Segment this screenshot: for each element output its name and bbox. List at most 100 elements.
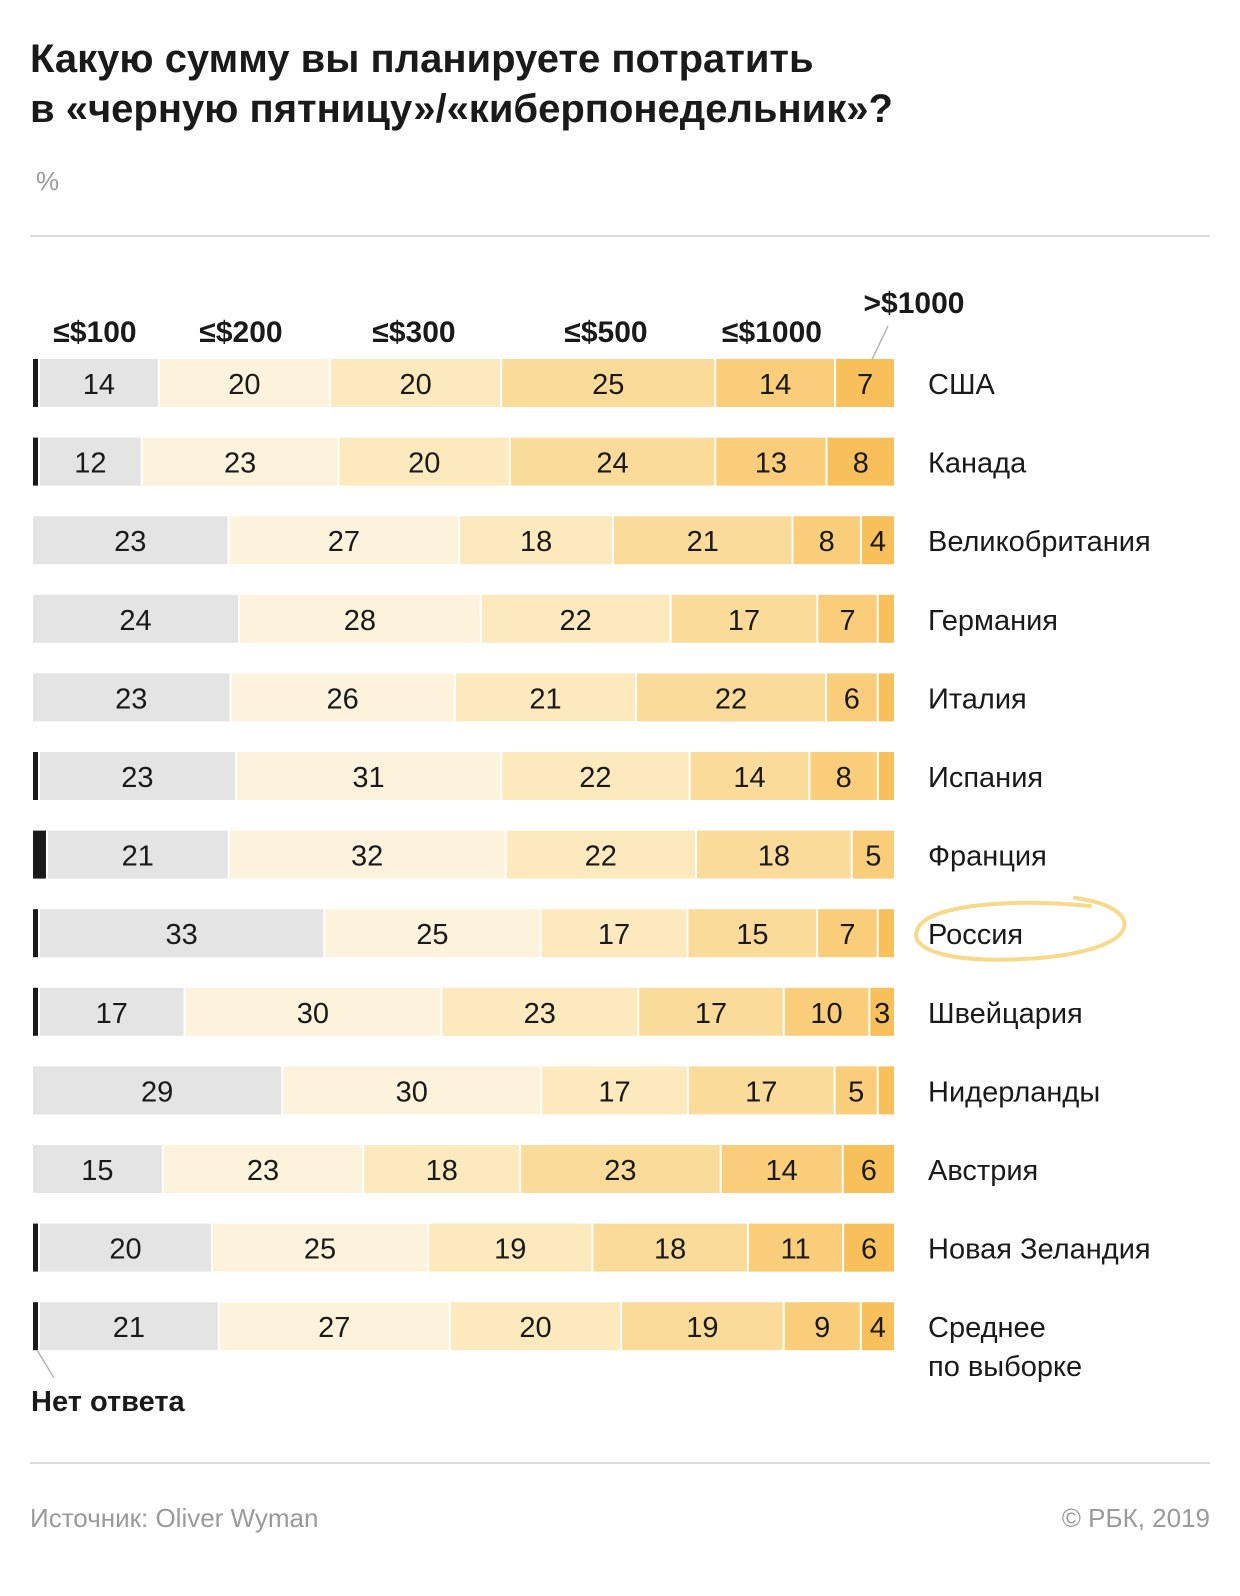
bar-segment bbox=[861, 516, 894, 565]
bar-segment bbox=[835, 1066, 877, 1115]
bar-segment bbox=[878, 594, 894, 643]
data-label: 6 bbox=[844, 683, 860, 715]
category-label-6: >$1000 bbox=[864, 287, 965, 320]
data-label: 8 bbox=[836, 762, 852, 794]
bar-segment bbox=[844, 1223, 894, 1272]
title-line-2: в «черную пятницу»/«киберпонедельник»? bbox=[30, 87, 893, 131]
bar-segment bbox=[229, 830, 505, 879]
data-label: 30 bbox=[297, 998, 329, 1030]
bar-segment bbox=[502, 359, 715, 407]
bar-no-answer bbox=[33, 1302, 38, 1351]
data-label: 6 bbox=[861, 1234, 877, 1266]
data-label: 7 bbox=[839, 919, 855, 951]
data-label: 13 bbox=[755, 448, 787, 480]
data-label: 32 bbox=[351, 841, 383, 873]
data-label: 23 bbox=[247, 1155, 279, 1187]
bar-segment bbox=[542, 1066, 687, 1115]
row-label: Испания bbox=[928, 762, 1043, 794]
category-label-5: ≤$1000 bbox=[722, 316, 822, 349]
bar-segment bbox=[878, 752, 894, 800]
bar-segment bbox=[843, 1145, 894, 1193]
data-label: 23 bbox=[114, 526, 146, 558]
data-label: 24 bbox=[596, 448, 628, 480]
bar-segment bbox=[852, 830, 894, 879]
data-label: 22 bbox=[715, 683, 747, 715]
row-label: Россия bbox=[928, 919, 1023, 951]
row-label: США bbox=[928, 369, 996, 401]
bar-segment bbox=[163, 1145, 363, 1193]
data-label: 4 bbox=[870, 1312, 886, 1344]
category-label-1: ≤$100 bbox=[53, 316, 136, 349]
data-label: 21 bbox=[113, 1312, 145, 1344]
data-label: 19 bbox=[494, 1234, 526, 1266]
bar-no-answer bbox=[33, 909, 38, 958]
bar-segment bbox=[506, 830, 695, 879]
unit-label: % bbox=[36, 166, 60, 196]
data-label: 17 bbox=[598, 919, 630, 951]
data-label: 17 bbox=[598, 1076, 630, 1108]
data-label: 29 bbox=[141, 1076, 173, 1108]
leader-line-no-answer bbox=[36, 1349, 55, 1379]
data-label: 21 bbox=[529, 683, 561, 715]
data-label: 18 bbox=[426, 1155, 458, 1187]
data-label: 21 bbox=[122, 841, 154, 873]
bar-no-answer bbox=[33, 437, 38, 486]
data-label: 30 bbox=[396, 1076, 428, 1108]
bar-segment bbox=[33, 594, 239, 643]
data-label: 21 bbox=[687, 526, 719, 558]
row-label: Канада bbox=[928, 448, 1027, 480]
bar-segment bbox=[33, 1145, 162, 1193]
data-label: 14 bbox=[733, 762, 765, 794]
bar-segment bbox=[325, 909, 540, 958]
data-label: 3 bbox=[874, 998, 890, 1030]
bar-segment bbox=[593, 1223, 748, 1272]
category-label-4: ≤$500 bbox=[564, 316, 647, 349]
bar-segment bbox=[142, 437, 338, 486]
row-label: Швейцария bbox=[928, 998, 1083, 1030]
data-label: 20 bbox=[519, 1312, 551, 1344]
bar-segment bbox=[622, 1302, 783, 1351]
row-label-line-2: по выборке bbox=[928, 1351, 1082, 1383]
data-label: 23 bbox=[115, 683, 147, 715]
data-label: 17 bbox=[695, 998, 727, 1030]
category-label-2: ≤$200 bbox=[199, 316, 282, 349]
bar-segment bbox=[510, 437, 715, 486]
data-label: 15 bbox=[736, 919, 768, 951]
data-label: 31 bbox=[352, 762, 384, 794]
bar-no-answer bbox=[33, 1223, 38, 1272]
bar-segment bbox=[450, 1302, 621, 1351]
bar-segment bbox=[688, 1066, 834, 1115]
bar-segment bbox=[721, 1145, 842, 1193]
bar-segment bbox=[219, 1302, 449, 1351]
data-label: 17 bbox=[728, 605, 760, 637]
data-label: 14 bbox=[766, 1155, 798, 1187]
bar-segment bbox=[229, 516, 459, 565]
data-label: 8 bbox=[853, 448, 869, 480]
bar-segment bbox=[541, 909, 687, 958]
bar-segment bbox=[637, 673, 825, 722]
bar-segment bbox=[827, 437, 894, 486]
bar-segment bbox=[639, 987, 783, 1036]
data-label: 23 bbox=[224, 448, 256, 480]
row-label: Италия bbox=[928, 683, 1027, 715]
data-label: 23 bbox=[121, 762, 153, 794]
data-label: 9 bbox=[814, 1312, 830, 1344]
bar-segment bbox=[826, 673, 877, 722]
data-label: 5 bbox=[865, 841, 881, 873]
bar-segment bbox=[442, 987, 638, 1036]
bar-segment bbox=[836, 359, 894, 407]
bar-segment bbox=[818, 594, 877, 643]
bar-segment bbox=[784, 987, 869, 1036]
highlight-circle bbox=[914, 896, 1127, 962]
data-label: 20 bbox=[109, 1234, 141, 1266]
bar-segment bbox=[283, 1066, 541, 1115]
bar-segment bbox=[429, 1223, 592, 1272]
data-label: 6 bbox=[861, 1155, 877, 1187]
bar-segment bbox=[614, 516, 792, 565]
bar-segment bbox=[690, 752, 809, 800]
data-label: 28 bbox=[344, 605, 376, 637]
bar-segment bbox=[460, 516, 613, 565]
category-label-3: ≤$300 bbox=[372, 316, 455, 349]
data-label: 14 bbox=[759, 369, 791, 401]
data-label: 17 bbox=[96, 998, 128, 1030]
